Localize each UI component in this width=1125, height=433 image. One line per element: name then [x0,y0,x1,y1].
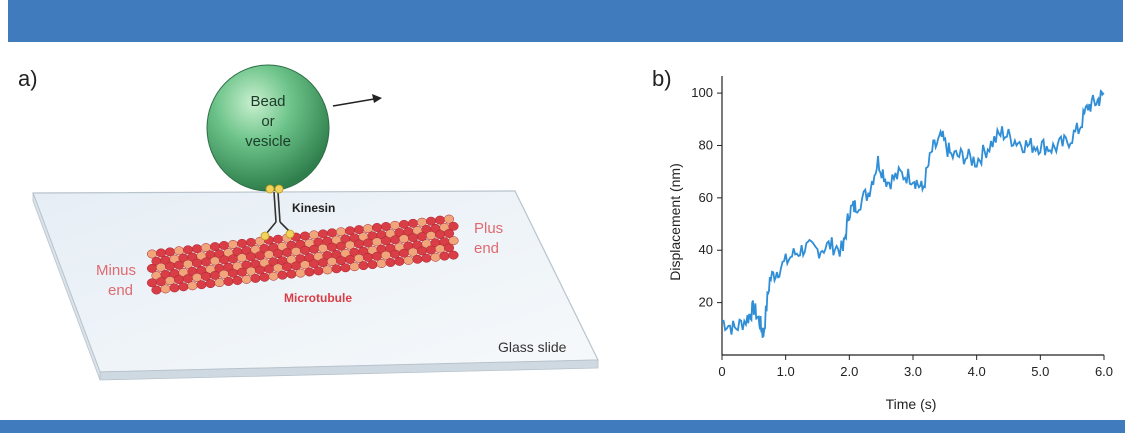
y-tick-label: 100 [691,85,713,100]
kinesin-label: Kinesin [292,201,335,215]
bottom-banner [0,420,1125,433]
microtubule [146,214,459,295]
panel-a-label: a) [18,66,38,91]
plus-end-label: Plus [474,220,503,237]
chart-ticks: 0 1.0 2.0 3.0 4.0 5.0 6.0 20 40 60 80 100 [691,85,1113,379]
chart-axes [721,76,1104,356]
minus-end-label: end [108,282,133,299]
tubulin-subunit [448,221,459,231]
microtubule-label: Microtubule [284,291,352,305]
tubulin-subunit [448,236,459,246]
x-tick-label: 6.0 [1095,364,1113,379]
kinesin-motor [260,191,295,241]
x-tick-label: 2.0 [840,364,858,379]
motion-arrow-icon [332,94,382,107]
kinesin-assay-diagram: Bead or vesicle Kinesin Plus end Minus e… [32,64,599,381]
y-axis-label: Displacement (nm) [667,163,683,280]
tubulin-subunit [448,250,459,260]
x-tick-label: 1.0 [777,364,795,379]
minus-end-label: Minus [96,262,136,279]
x-tick-label: 4.0 [968,364,986,379]
tubulin-subunit [443,243,455,253]
displacement-trace [721,89,1105,338]
tubulin-subunit [443,229,455,238]
tubulin-subunit [443,214,455,224]
glass-slide-label: Glass slide [498,339,567,355]
x-tick-label: 3.0 [904,364,922,379]
bead-label-line: or [261,113,274,130]
bead-label-line: Bead [250,93,285,110]
top-banner [8,0,1123,42]
glass-slide-side [32,192,101,381]
bead-label-line: vesicle [245,133,291,150]
x-tick-label: 5.0 [1031,364,1049,379]
y-tick-label: 60 [699,190,713,205]
kinesin-tail-head [274,184,284,194]
y-tick-label: 20 [699,295,713,310]
panel-b-label: b) [652,66,672,91]
plus-end-label: end [474,240,499,257]
y-tick-label: 40 [699,242,713,257]
kinesin-tail-head [265,184,275,194]
x-axis-label: Time (s) [886,396,937,412]
x-tick-label: 0 [718,364,725,379]
y-tick-label: 80 [699,137,713,152]
